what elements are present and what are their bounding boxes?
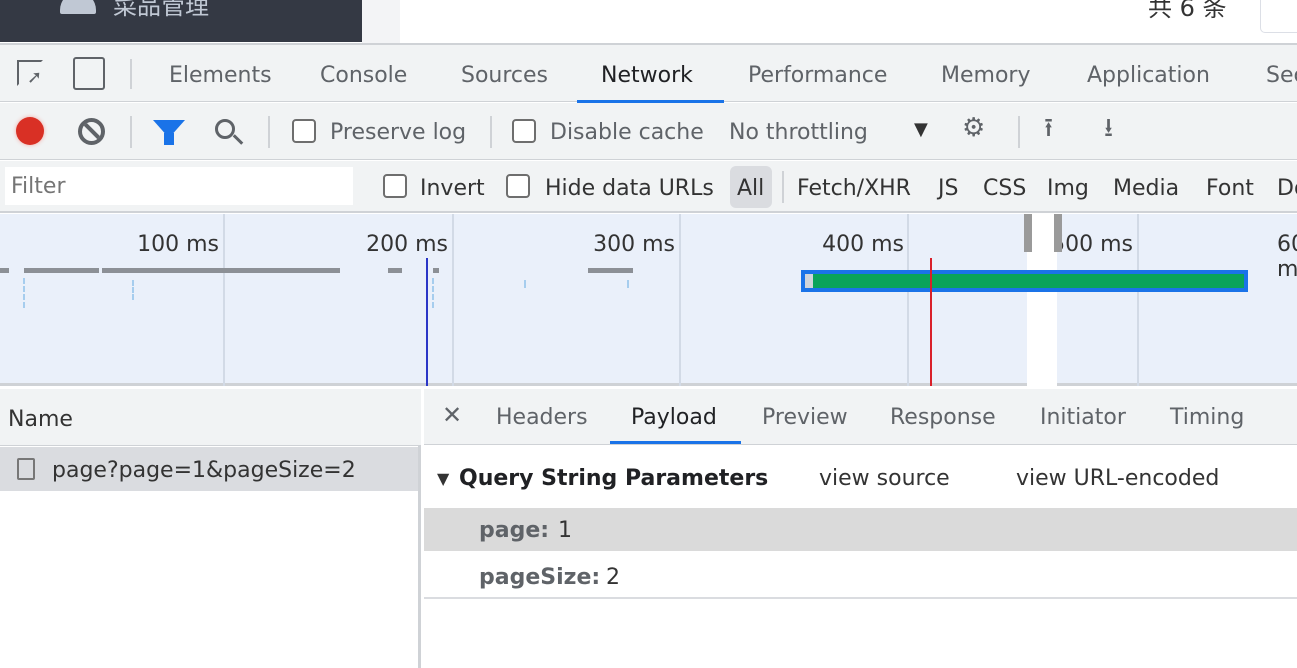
network-conditions-icon[interactable]: ⚙	[962, 113, 986, 143]
request-bar	[388, 268, 402, 273]
clear-icon[interactable]	[78, 118, 105, 145]
tab-application[interactable]: Application	[1087, 63, 1210, 88]
request-row[interactable]: page?page=1&pageSize=2	[0, 447, 418, 491]
request-tick	[132, 280, 134, 300]
chevron-down-icon[interactable]: ▼	[914, 119, 928, 140]
type-filter-js[interactable]: JS	[938, 176, 959, 201]
disable-cache-label: Disable cache	[550, 120, 704, 145]
preserve-log-checkbox[interactable]	[292, 119, 316, 143]
inspect-element-icon[interactable]: ➚	[17, 60, 43, 88]
view-url-encoded-link[interactable]: view URL-encoded	[1016, 466, 1220, 491]
hide-data-urls-checkbox[interactable]	[506, 174, 530, 198]
filter-input[interactable]	[5, 167, 353, 205]
total-count: 共 6 条	[1148, 0, 1227, 22]
param-value: 1	[558, 518, 572, 543]
disable-cache-checkbox[interactable]	[512, 119, 536, 143]
param-key: page:	[479, 518, 550, 543]
import-har-icon[interactable]: ⭱	[1044, 113, 1054, 143]
dom-content-loaded-marker	[426, 258, 428, 386]
search-icon-handle	[232, 134, 244, 145]
device-toolbar-icon[interactable]	[73, 57, 105, 90]
type-filter-media[interactable]: Media	[1113, 176, 1180, 201]
tick-label: 300 ms	[593, 232, 675, 257]
document-icon	[17, 458, 35, 480]
request-bar	[102, 268, 340, 273]
detail-tab-payload[interactable]: Payload	[631, 405, 717, 430]
request-tick	[627, 280, 629, 288]
param-row: page: 1	[424, 508, 1297, 551]
active-tab-indicator	[577, 100, 724, 103]
triangle-down-icon[interactable]: ▼	[437, 469, 450, 488]
active-detail-tab-indicator	[610, 441, 741, 444]
type-filter-css[interactable]: CSS	[983, 176, 1027, 201]
tick-label: 400 ms	[822, 232, 904, 257]
type-filter-doc[interactable]: Doc	[1277, 176, 1297, 201]
detail-tab-headers[interactable]: Headers	[496, 405, 588, 430]
request-bar	[0, 268, 9, 273]
request-list: Name page?page=1&pageSize=2	[0, 389, 421, 668]
request-tick	[23, 278, 25, 308]
name-header-label: Name	[8, 407, 73, 432]
invert-label: Invert	[420, 176, 485, 201]
network-overview[interactable]: 100 ms 200 ms 300 ms 400 ms 500 ms 600 m…	[0, 214, 1297, 386]
tab-performance[interactable]: Performance	[748, 63, 888, 88]
tab-network[interactable]: Network	[601, 63, 693, 88]
request-bar	[433, 268, 439, 273]
param-key: pageSize:	[479, 565, 601, 590]
tick-label: 500 ms	[1051, 232, 1133, 257]
filter-icon[interactable]	[153, 120, 185, 138]
preserve-log-label: Preserve log	[330, 120, 467, 145]
tab-security[interactable]: Security	[1266, 63, 1297, 88]
detail-tabbar: ✕ Headers Payload Preview Response Initi…	[424, 389, 1297, 445]
throttling-select[interactable]: No throttling	[729, 120, 868, 145]
search-icon[interactable]	[215, 119, 235, 139]
tick-label: 200 ms	[366, 232, 448, 257]
load-marker	[930, 258, 932, 386]
tab-elements[interactable]: Elements	[169, 63, 272, 88]
record-button[interactable]	[16, 117, 44, 145]
tab-memory[interactable]: Memory	[941, 63, 1031, 88]
request-name: page?page=1&pageSize=2	[52, 458, 356, 483]
request-bar	[588, 268, 633, 273]
app-sidebar: 菜品管理	[0, 0, 362, 42]
request-tick	[432, 278, 434, 308]
detail-tab-preview[interactable]: Preview	[762, 405, 848, 430]
type-filter-all-label: All	[737, 176, 765, 201]
param-row: pageSize: 2	[424, 556, 1297, 599]
filter-icon-stem	[164, 133, 174, 145]
spacer	[362, 0, 400, 43]
param-value: 2	[606, 565, 620, 590]
dish-icon	[60, 0, 96, 14]
tab-sources[interactable]: Sources	[461, 63, 549, 88]
overview-window[interactable]	[1027, 214, 1057, 386]
detail-tab-response[interactable]: Response	[890, 405, 996, 430]
invert-checkbox[interactable]	[383, 174, 407, 198]
name-column-header[interactable]: Name	[0, 389, 421, 446]
detail-tab-initiator[interactable]: Initiator	[1040, 405, 1126, 430]
request-bar	[24, 268, 99, 273]
window-handle-right[interactable]	[1054, 214, 1062, 252]
hide-data-urls-label: Hide data URLs	[545, 176, 714, 201]
view-source-link[interactable]: view source	[819, 466, 950, 491]
tick-label: 600 ms	[1277, 232, 1297, 282]
section-title[interactable]: Query String Parameters	[459, 466, 769, 491]
page-size-select[interactable]	[1260, 0, 1297, 33]
tick-label: 100 ms	[137, 232, 219, 257]
type-filter-all[interactable]	[730, 166, 772, 208]
request-tick	[524, 280, 526, 288]
type-filter-font[interactable]: Font	[1206, 176, 1254, 201]
sidebar-item-dish-management[interactable]: 菜品管理	[113, 0, 209, 20]
export-har-icon[interactable]: ⭳	[1104, 113, 1114, 143]
selected-request-bar[interactable]	[801, 270, 1248, 292]
filter-bar: Invert Hide data URLs All Fetch/XHR JS C…	[0, 161, 1297, 213]
detail-tab-timing[interactable]: Timing	[1170, 405, 1245, 430]
tab-console[interactable]: Console	[320, 63, 408, 88]
network-toolbar: Preserve log Disable cache No throttling…	[0, 103, 1297, 160]
window-handle-left[interactable]	[1024, 214, 1032, 252]
devtools-tabbar: ➚ Elements Console Sources Network Perfo…	[0, 43, 1297, 103]
type-filter-fetch-xhr[interactable]: Fetch/XHR	[797, 176, 911, 201]
type-filter-img[interactable]: Img	[1047, 176, 1089, 201]
request-detail: ✕ Headers Payload Preview Response Initi…	[424, 389, 1297, 668]
close-icon[interactable]: ✕	[442, 401, 463, 429]
